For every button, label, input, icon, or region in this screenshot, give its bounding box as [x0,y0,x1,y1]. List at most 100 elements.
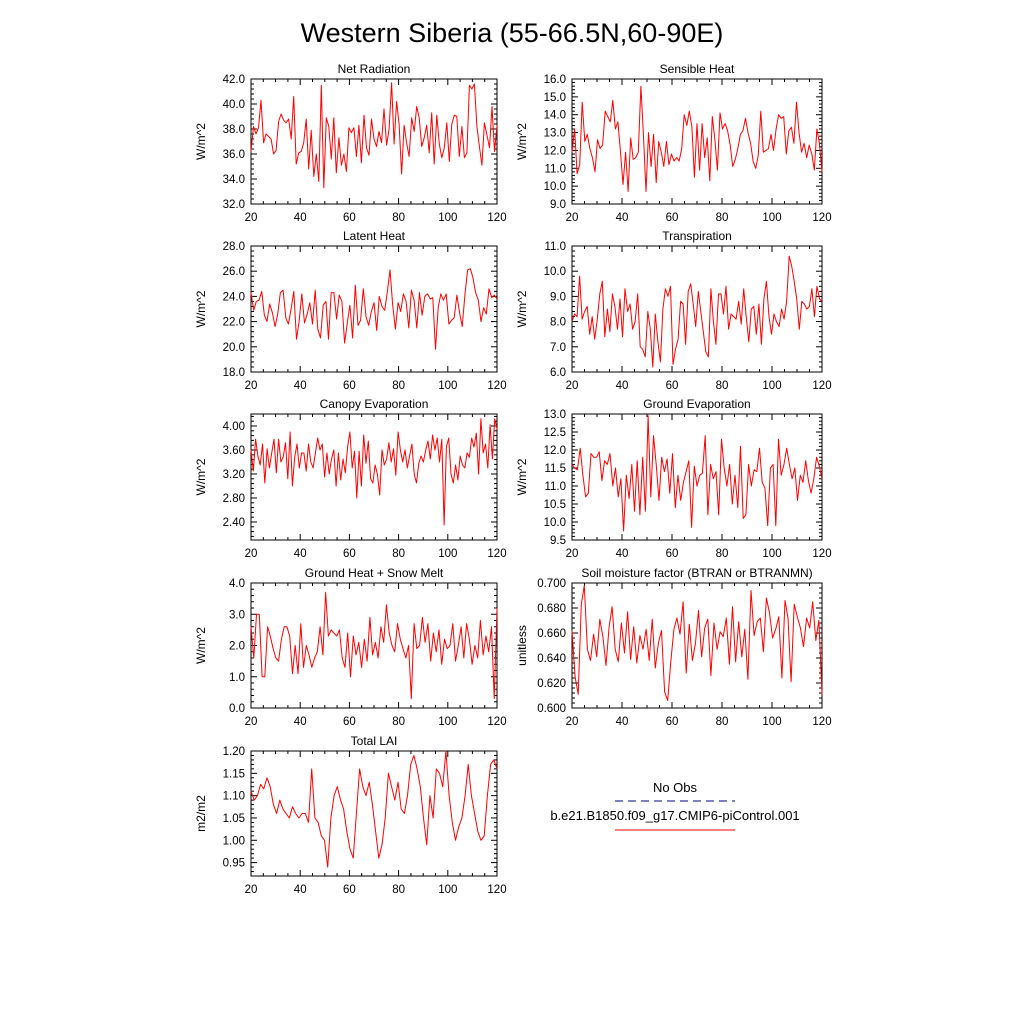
y-tick-label: 2.80 [223,493,245,505]
series-line [571,255,823,368]
y-axis-label: W/m^2 [515,458,529,495]
y-tick-label: 3.0 [229,609,245,621]
x-tick-label: 100 [762,716,781,728]
y-tick-label: 0.700 [537,578,566,590]
x-tick-label: 60 [343,380,356,392]
series-line [250,268,498,350]
panel-title: Ground Evaporation [643,397,750,411]
y-axis-label: W/m^2 [194,123,208,160]
y-tick-label: 16.0 [544,74,566,86]
x-tick-label: 120 [812,380,831,392]
x-tick-label: 120 [487,212,506,224]
y-tick-label: 12.5 [544,427,566,439]
series-line [250,750,498,868]
x-tick-label: 100 [438,212,457,224]
y-tick-label: 11.0 [544,163,566,175]
y-tick-label: 10.0 [544,517,566,529]
y-tick-label: 7.0 [550,342,566,354]
x-tick-label: 120 [812,212,831,224]
panel-title: Canopy Evaporation [320,397,429,411]
series-line [571,585,823,701]
y-tick-label: 36.0 [223,149,245,161]
figure-title: Western Siberia (55-66.5N,60-90E) [301,18,724,48]
series-line [250,82,498,189]
panel-title: Transpiration [662,229,732,243]
x-tick-label: 20 [566,716,579,728]
x-tick-label: 120 [487,548,506,560]
x-tick-label: 80 [392,716,405,728]
panel-title: Soil moisture factor (BTRAN or BTRANMN) [581,566,812,580]
panel-4: Transpiration W/m^2 20 40 60 80 100 120 6.0 7.0 8.… [515,229,832,392]
x-tick-label: 100 [438,380,457,392]
x-tick-label: 20 [566,212,579,224]
x-tick-label: 120 [487,716,506,728]
x-tick-label: 80 [392,212,405,224]
x-tick-label: 120 [812,548,831,560]
plot-frame [250,750,498,877]
y-tick-label: 24.0 [223,291,245,303]
x-tick-label: 80 [392,884,405,896]
y-tick-label: 14.0 [544,110,566,122]
y-tick-label: 34.0 [223,174,245,186]
x-tick-label: 40 [616,380,629,392]
plot-frame [571,78,823,205]
panels: Net Radiation W/m^2 20 40 60 80 100 120 32.0 34.0… [194,62,832,896]
panel-7: Ground Heat + Snow Melt W/m^2 20 40 60 80 100 1… [194,566,507,728]
panel-title: Net Radiation [338,62,411,76]
x-tick-label: 20 [245,548,258,560]
y-tick-label: 4.0 [229,578,245,590]
x-tick-label: 40 [294,548,307,560]
y-tick-label: 3.60 [223,445,245,457]
x-tick-label: 100 [762,548,781,560]
legend-label-obs: No Obs [653,780,698,795]
panel-6: Ground Evaporation W/m^2 20 40 60 80 100 120 9.5… [515,397,832,560]
y-tick-label: 9.0 [550,199,566,211]
x-tick-label: 60 [666,548,679,560]
y-tick-label: 10.5 [544,499,566,511]
x-tick-label: 60 [666,716,679,728]
y-axis-label: W/m^2 [194,458,208,495]
x-tick-label: 60 [343,884,356,896]
y-tick-label: 11.5 [544,463,566,475]
y-tick-label: 0.95 [223,858,245,870]
x-tick-label: 20 [245,380,258,392]
x-tick-label: 60 [343,548,356,560]
x-tick-label: 20 [245,212,258,224]
series-line [571,415,823,532]
panel-2: Sensible Heat W/m^2 20 40 60 80 100 120 9.0 10.0 1… [515,62,832,224]
y-tick-label: 8.0 [550,317,566,329]
x-tick-label: 40 [294,884,307,896]
panel-9: Total LAI m2/m2 20 40 60 80 100 120 0.95 1.00 1.05… [194,734,507,896]
y-tick-label: 18.0 [223,367,245,379]
x-tick-label: 40 [294,212,307,224]
panel-1: Net Radiation W/m^2 20 40 60 80 100 120 32.0 34.0… [194,62,507,224]
x-tick-label: 40 [616,212,629,224]
panel-3: Latent Heat W/m^2 20 40 60 80 100 120 18.0 20.0 22… [194,229,507,392]
y-tick-label: 13.0 [544,409,566,421]
y-tick-label: 1.20 [223,746,245,758]
panel-8: Soil moisture factor (BTRAN or BTRANMN) u… [515,566,832,728]
panel-title: Total LAI [351,734,398,748]
legend-label-model: b.e21.B1850.f09_g17.CMIP6-piControl.001 [550,808,799,823]
y-tick-label: 11.0 [544,481,566,493]
y-tick-label: 28.0 [223,241,245,253]
x-tick-label: 120 [812,716,831,728]
y-tick-label: 12.0 [544,445,566,457]
x-tick-label: 100 [438,884,457,896]
x-tick-label: 20 [566,380,579,392]
x-tick-label: 100 [438,548,457,560]
y-tick-label: 0.600 [537,703,566,715]
y-tick-label: 1.15 [223,768,245,780]
y-tick-label: 1.05 [223,813,245,825]
x-tick-label: 80 [716,548,729,560]
x-tick-label: 120 [487,884,506,896]
y-tick-label: 13.0 [544,128,566,140]
y-axis-label: W/m^2 [194,290,208,327]
y-axis-label: m2/m2 [194,795,208,832]
y-tick-label: 26.0 [223,266,245,278]
x-tick-label: 100 [762,212,781,224]
y-tick-label: 10.0 [544,266,566,278]
panel-title: Latent Heat [343,229,406,243]
x-tick-label: 60 [666,212,679,224]
